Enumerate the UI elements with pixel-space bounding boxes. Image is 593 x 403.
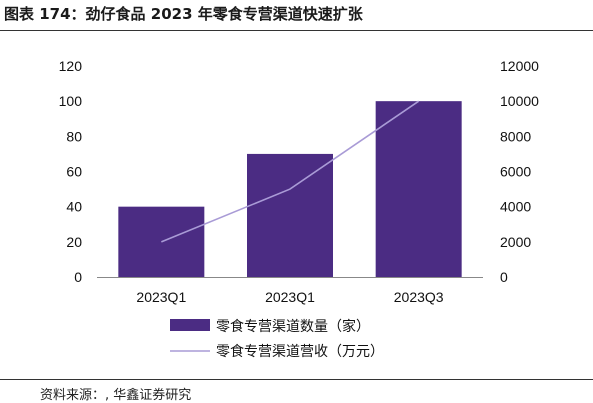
x-tick-label: 2023Q1 (136, 289, 186, 305)
chart-title: 图表 174：劲仔食品 2023 年零食专营渠道快速扩张 (4, 5, 363, 23)
right-tick-label: 8000 (500, 128, 531, 144)
left-tick-label: 120 (59, 58, 83, 74)
legend-bar-swatch (170, 319, 210, 331)
bottom-rule (0, 379, 593, 380)
left-tick-label: 20 (66, 234, 82, 250)
legend-line-label: 零食专营渠道营收（万元） (216, 343, 384, 360)
left-tick-label: 100 (59, 93, 83, 109)
bar-3 (375, 101, 462, 278)
left-tick-label: 40 (66, 199, 82, 215)
right-tick-label: 10000 (500, 93, 539, 109)
right-tick-label: 6000 (500, 164, 531, 180)
legend-bar-label: 零食专营渠道数量（家） (216, 318, 370, 335)
revenue-line (161, 100, 420, 243)
x-tick-label: 2023Q3 (394, 289, 444, 305)
left-tick-label: 60 (66, 164, 82, 180)
legend: 零食专营渠道数量（家） 零食专营渠道营收（万元） (170, 318, 384, 360)
left-tick-label: 0 (74, 269, 82, 285)
right-tick-label: 12000 (500, 58, 539, 74)
bar-2 (247, 153, 333, 277)
right-tick-label: 2000 (500, 234, 531, 250)
right-tick-label: 0 (500, 269, 508, 285)
top-rule (0, 30, 593, 31)
x-tick-label: 2023Q1 (265, 289, 315, 305)
left-tick-label: 80 (66, 128, 82, 144)
right-tick-label: 4000 (500, 199, 531, 215)
source-note: 资料来源：, 华鑫证券研究 (40, 388, 192, 403)
